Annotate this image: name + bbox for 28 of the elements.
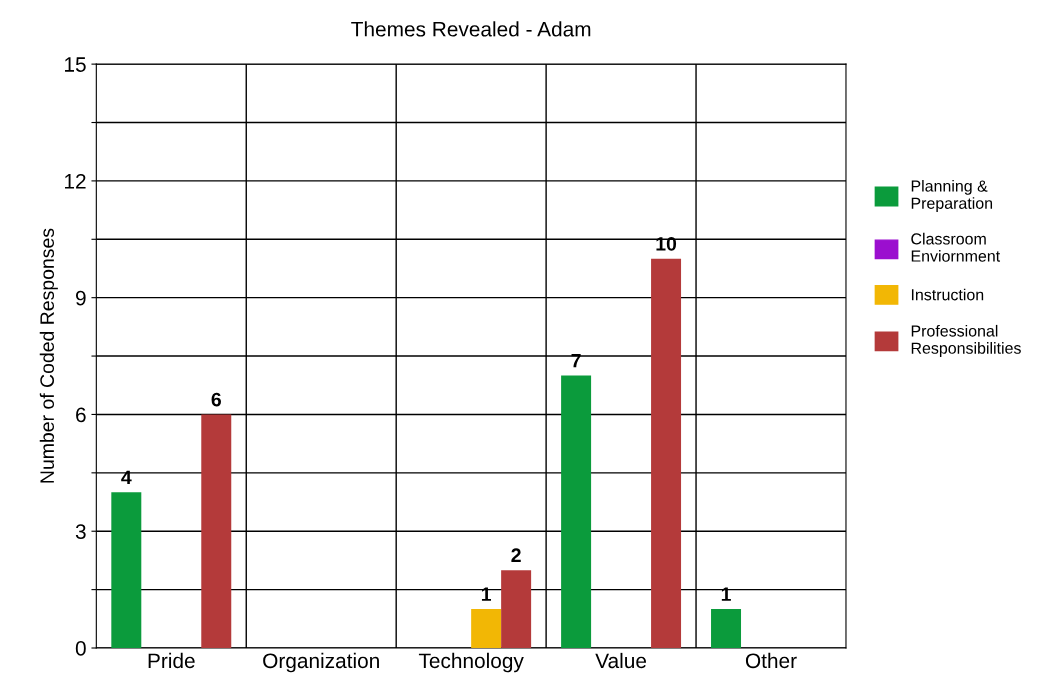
y-tick-label: 0 (75, 641, 86, 656)
legend-label: Classroom Enviornment (911, 232, 1001, 262)
chart-title: Themes Revealed - Adam (351, 21, 591, 37)
x-tick-label: Other (745, 652, 797, 669)
bar (471, 609, 502, 648)
y-tick-label: 15 (65, 57, 86, 72)
bar (111, 492, 142, 648)
legend-label: Professional Responsibilities (911, 324, 1021, 357)
y-axis-title: Number of Coded Responses (39, 228, 58, 483)
y-tick-label: 12 (65, 173, 86, 189)
bar (201, 414, 232, 648)
y-tick-label: 9 (75, 290, 86, 306)
bar (711, 609, 742, 648)
x-tick-label: Pride (148, 652, 195, 669)
bar (651, 258, 682, 648)
data-label: 7 (571, 353, 581, 368)
data-label: 4 (121, 470, 132, 485)
y-tick-label: 3 (75, 524, 86, 539)
bar (561, 375, 592, 648)
legend-label: Planning & Preparation (911, 179, 993, 213)
x-tick-label: Value (595, 652, 647, 669)
data-label: 6 (211, 392, 221, 407)
x-tick-label: Organization (263, 652, 379, 673)
y-tick-label: 6 (76, 407, 86, 423)
legend-label: Instruction (911, 288, 984, 301)
x-tick-label: Technology (418, 652, 524, 673)
data-label: 2 (511, 548, 521, 562)
bar (501, 570, 532, 648)
